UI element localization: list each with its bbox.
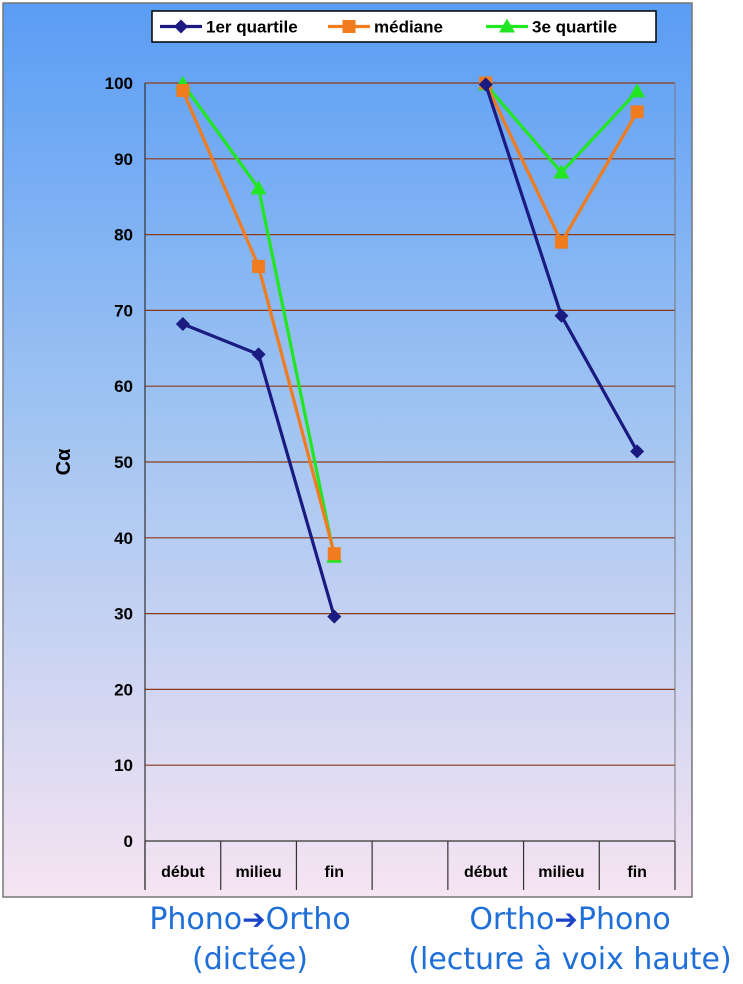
data-point-diamond (630, 444, 645, 459)
grid-lines (145, 82, 675, 766)
series-1 (176, 76, 644, 561)
data-point-triangle (250, 180, 267, 195)
group-left-to: Ortho (265, 902, 351, 937)
data-point-diamond (174, 19, 188, 34)
legend-label: 3e quartile (532, 18, 617, 37)
group-left-from: Phono (149, 902, 243, 937)
x-tick-label: milieu (538, 864, 584, 881)
x-tick-label: milieu (235, 864, 281, 881)
group-left-subtitle: (dictée) (192, 942, 308, 977)
legend-box (151, 10, 657, 43)
group-right-from: Ortho (469, 902, 555, 937)
data-point-square (342, 20, 356, 33)
y-axis-title: Cα (53, 448, 75, 475)
y-tick-label: 60 (114, 377, 133, 396)
y-tick-label: 0 (124, 832, 133, 851)
y-tick-label: 20 (114, 680, 133, 699)
y-tick-label: 80 (114, 226, 133, 245)
y-tick-label: 90 (114, 150, 133, 169)
data-point-square (630, 105, 644, 119)
legend-label: 1er quartile (206, 18, 298, 37)
data-point-diamond (478, 77, 493, 92)
group-right-to: Phono (577, 902, 671, 937)
data-point-triangle (499, 18, 515, 33)
x-tick-label: début (161, 864, 205, 881)
data-point-square (554, 235, 568, 249)
data-point-diamond (175, 317, 190, 332)
arrow-right-icon: ➔ (554, 903, 578, 936)
x-tick-label: début (464, 864, 508, 881)
data-point-diamond (327, 609, 342, 624)
group-label-right: Ortho➔Phono (lecture à voix haute) (400, 900, 740, 980)
data-point-triangle (553, 164, 570, 179)
y-tick-label: 30 (114, 605, 133, 624)
series-0 (175, 77, 645, 624)
data-point-diamond (251, 347, 266, 362)
legend-label: médiane (374, 18, 443, 37)
data-point-square (176, 84, 190, 98)
data-point-square (252, 259, 266, 273)
y-tick-label: 50 (114, 453, 133, 472)
y-tick-label: 100 (105, 74, 133, 93)
data-point-square (327, 547, 341, 561)
x-tick-label: fin (627, 864, 647, 881)
y-tick-label: 40 (114, 529, 133, 548)
x-tick-label: fin (325, 864, 345, 881)
legend: 1er quartile médiane 3e quartile (151, 10, 657, 43)
arrow-right-icon: ➔ (242, 903, 266, 936)
y-tick-label: 70 (114, 301, 133, 320)
group-label-right-line1: Ortho➔Phono (400, 900, 740, 940)
axes: 0 10 20 30 40 50 60 70 80 90 100 début milieu fin débu… (53, 74, 676, 890)
group-label-left: Phono➔Ortho (dictée) (90, 900, 410, 980)
group-label-left-line1: Phono➔Ortho (90, 900, 410, 940)
data-point-triangle (629, 83, 646, 98)
data-point-diamond (554, 308, 569, 323)
y-tick-label: 10 (114, 756, 133, 775)
group-right-subtitle: (lecture à voix haute) (408, 942, 732, 977)
series-layer (174, 75, 646, 624)
chart-background (2, 2, 693, 898)
